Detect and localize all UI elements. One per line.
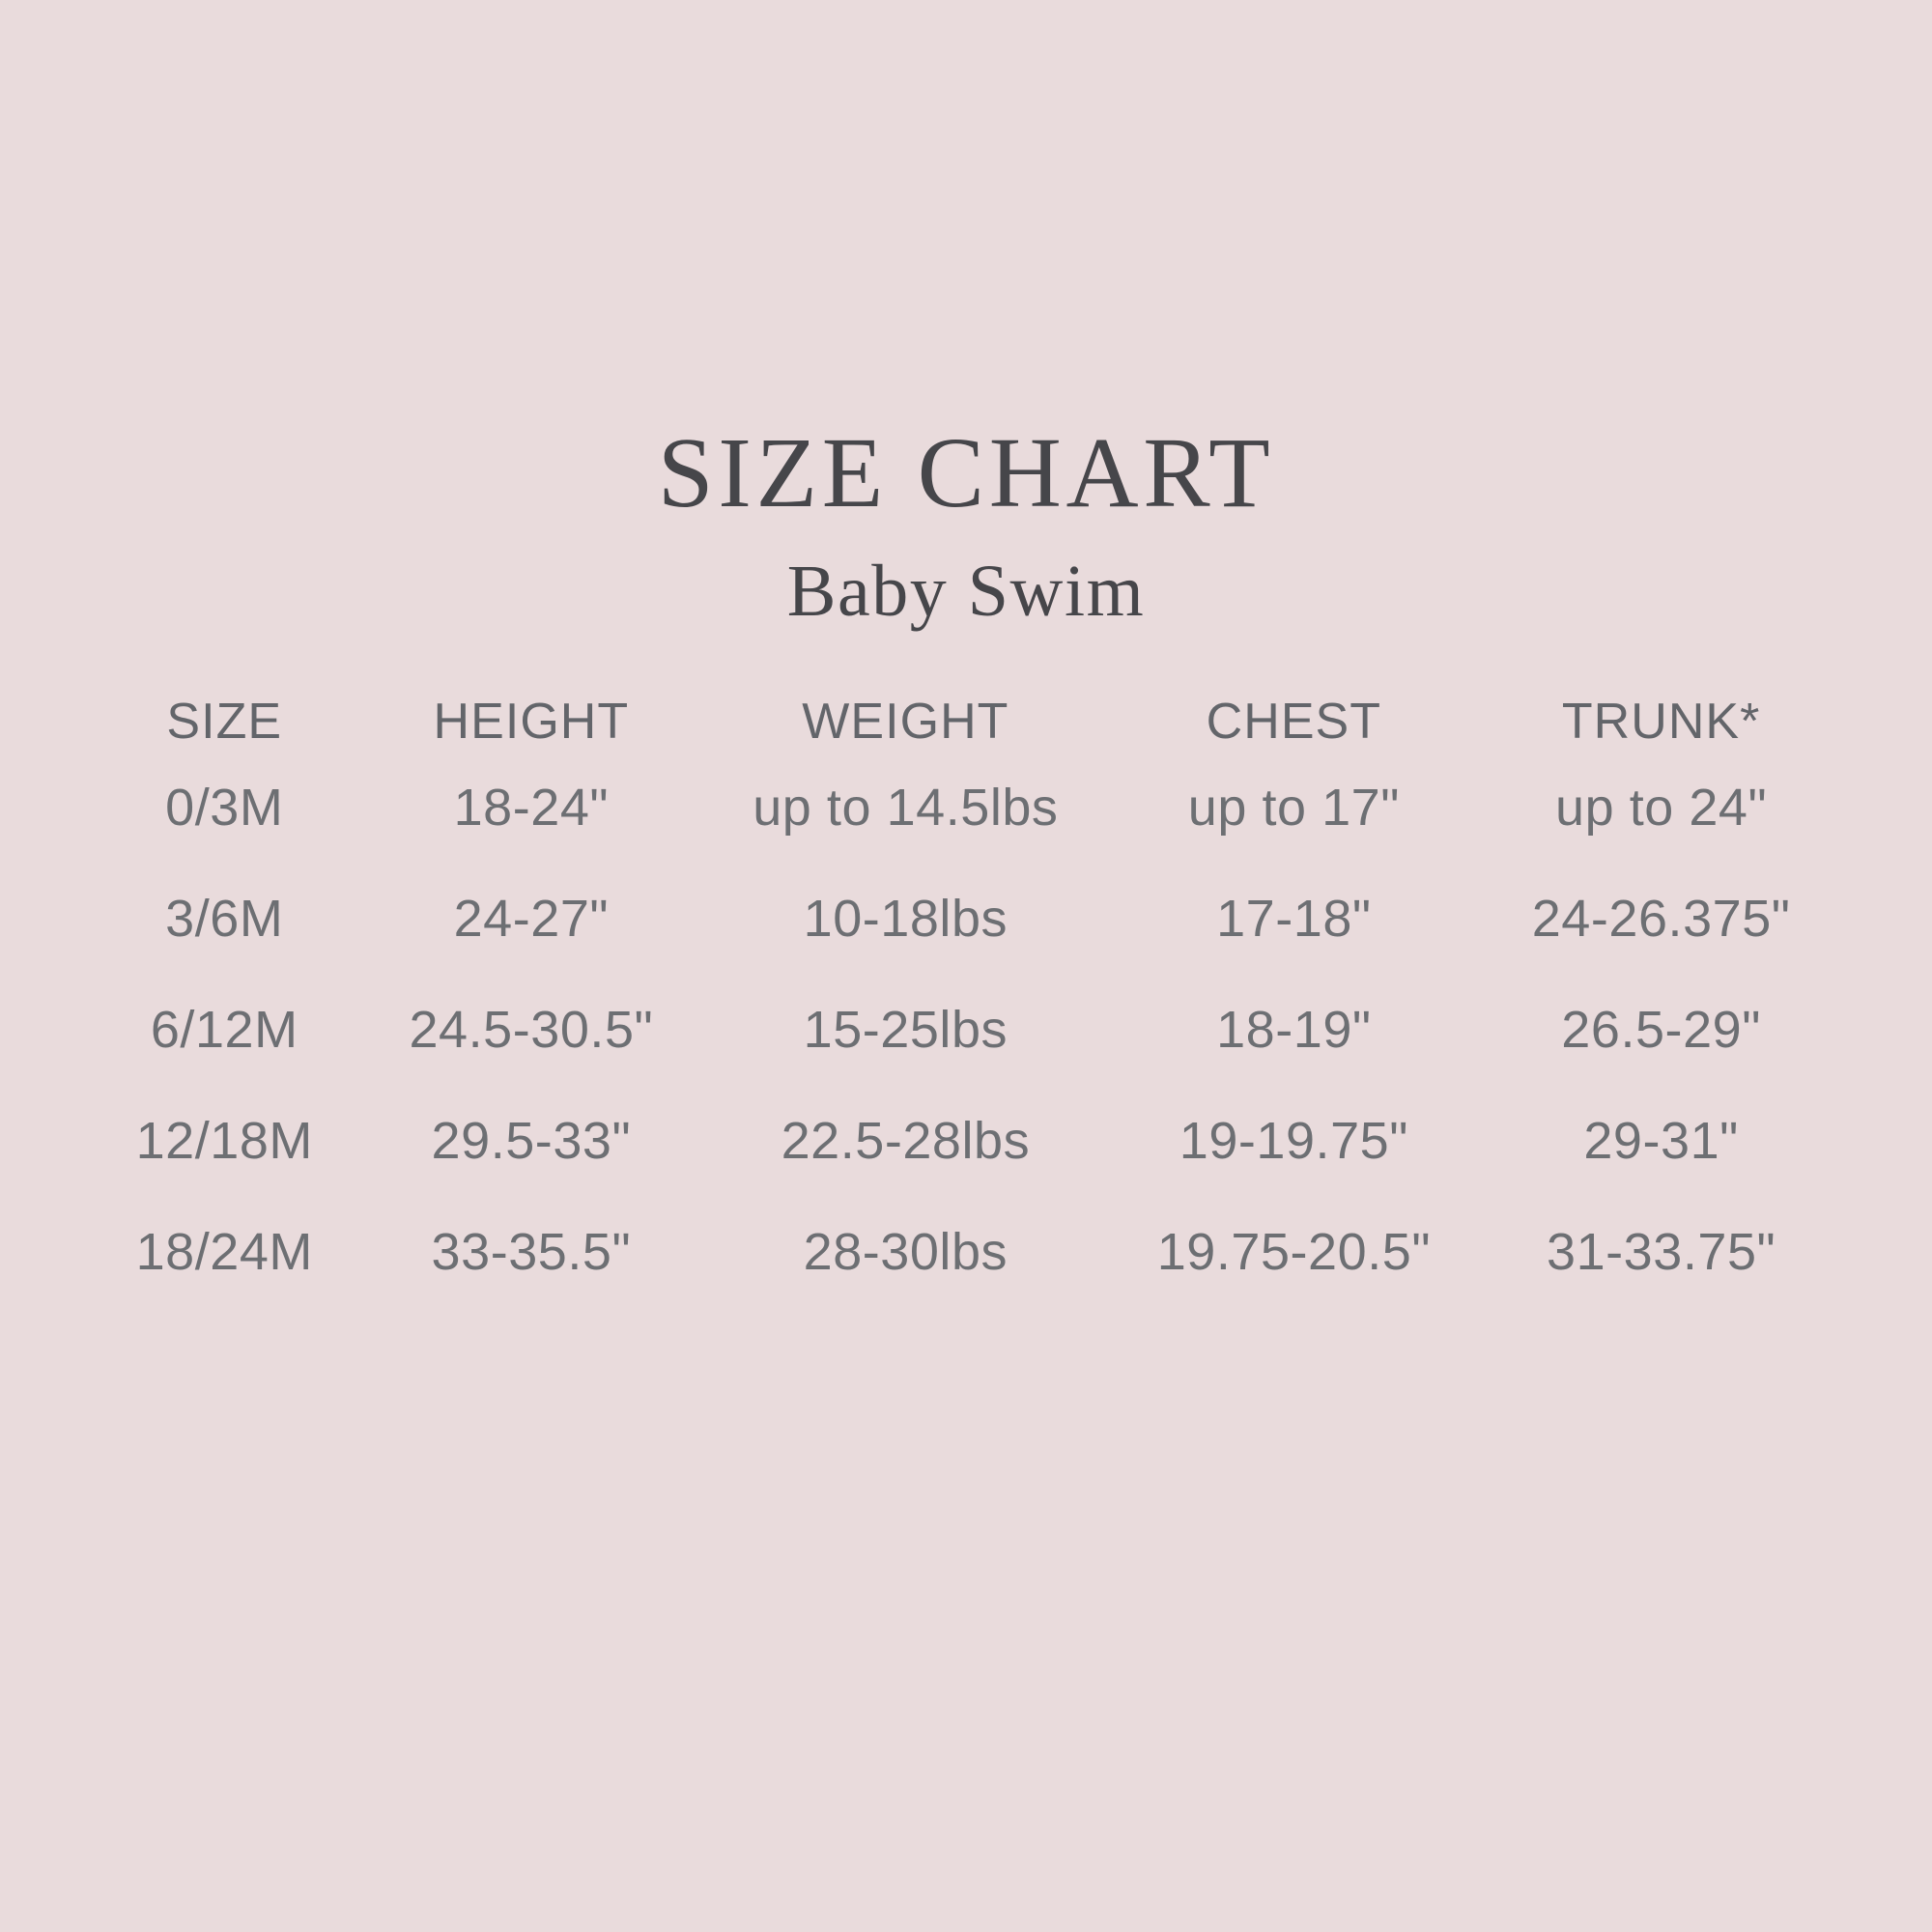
table-cell: 26.5-29" bbox=[1561, 1000, 1761, 1059]
column-header-size: SIZE bbox=[166, 694, 283, 750]
table-cell: 29-31" bbox=[1583, 1111, 1739, 1170]
column-header-trunk: TRUNK* bbox=[1561, 694, 1761, 750]
size-table: SIZE HEIGHT WEIGHT CHEST TRUNK* 0/3M 18-24" up… bbox=[90, 692, 1843, 1307]
table-cell: up to 14.5lbs bbox=[753, 778, 1059, 837]
table-cell: up to 17" bbox=[1187, 778, 1400, 837]
table-cell: up to 24" bbox=[1555, 778, 1768, 837]
page-subtitle: Baby Swim bbox=[786, 551, 1146, 632]
table-cell: 24.5-30.5" bbox=[409, 1000, 654, 1059]
table-cell: 24-27" bbox=[453, 889, 610, 948]
table-cell: 0/3M bbox=[165, 778, 284, 837]
table-cell: 33-35.5" bbox=[431, 1222, 632, 1281]
table-cell: 12/18M bbox=[135, 1111, 313, 1170]
table-row: 12/18M 29.5-33" 22.5-28lbs 19-19.75" 29-31" bbox=[90, 1085, 1843, 1196]
table-cell: 18-24" bbox=[453, 778, 610, 837]
table-cell: 17-18" bbox=[1216, 889, 1372, 948]
table-cell: 29.5-33" bbox=[431, 1111, 632, 1170]
table-cell: 22.5-28lbs bbox=[781, 1111, 1031, 1170]
table-row: 0/3M 18-24" up to 14.5lbs up to 17" up to 24… bbox=[90, 752, 1843, 863]
column-header-weight: WEIGHT bbox=[802, 694, 1009, 750]
table-cell: 15-25lbs bbox=[803, 1000, 1009, 1059]
table-cell: 19-19.75" bbox=[1179, 1111, 1408, 1170]
column-header-height: HEIGHT bbox=[433, 694, 630, 750]
table-cell: 31-33.75" bbox=[1547, 1222, 1776, 1281]
table-header-row: SIZE HEIGHT WEIGHT CHEST TRUNK* bbox=[90, 692, 1843, 752]
table-row: 18/24M 33-35.5" 28-30lbs 19.75-20.5" 31-33.7… bbox=[90, 1196, 1843, 1307]
page-title: SIZE CHART bbox=[657, 417, 1275, 528]
table-cell: 24-26.375" bbox=[1531, 889, 1791, 948]
table-row: 6/12M 24.5-30.5" 15-25lbs 18-19" 26.5-29" bbox=[90, 974, 1843, 1085]
table-cell: 3/6M bbox=[165, 889, 284, 948]
table-row: 3/6M 24-27" 10-18lbs 17-18" 24-26.375" bbox=[90, 863, 1843, 974]
table-cell: 10-18lbs bbox=[803, 889, 1009, 948]
table-body: 0/3M 18-24" up to 14.5lbs up to 17" up to 24… bbox=[90, 752, 1843, 1307]
table-cell: 6/12M bbox=[150, 1000, 298, 1059]
table-cell: 18/24M bbox=[135, 1222, 313, 1281]
column-header-chest: CHEST bbox=[1206, 694, 1382, 750]
table-cell: 18-19" bbox=[1216, 1000, 1372, 1059]
table-cell: 28-30lbs bbox=[803, 1222, 1009, 1281]
table-cell: 19.75-20.5" bbox=[1156, 1222, 1432, 1281]
